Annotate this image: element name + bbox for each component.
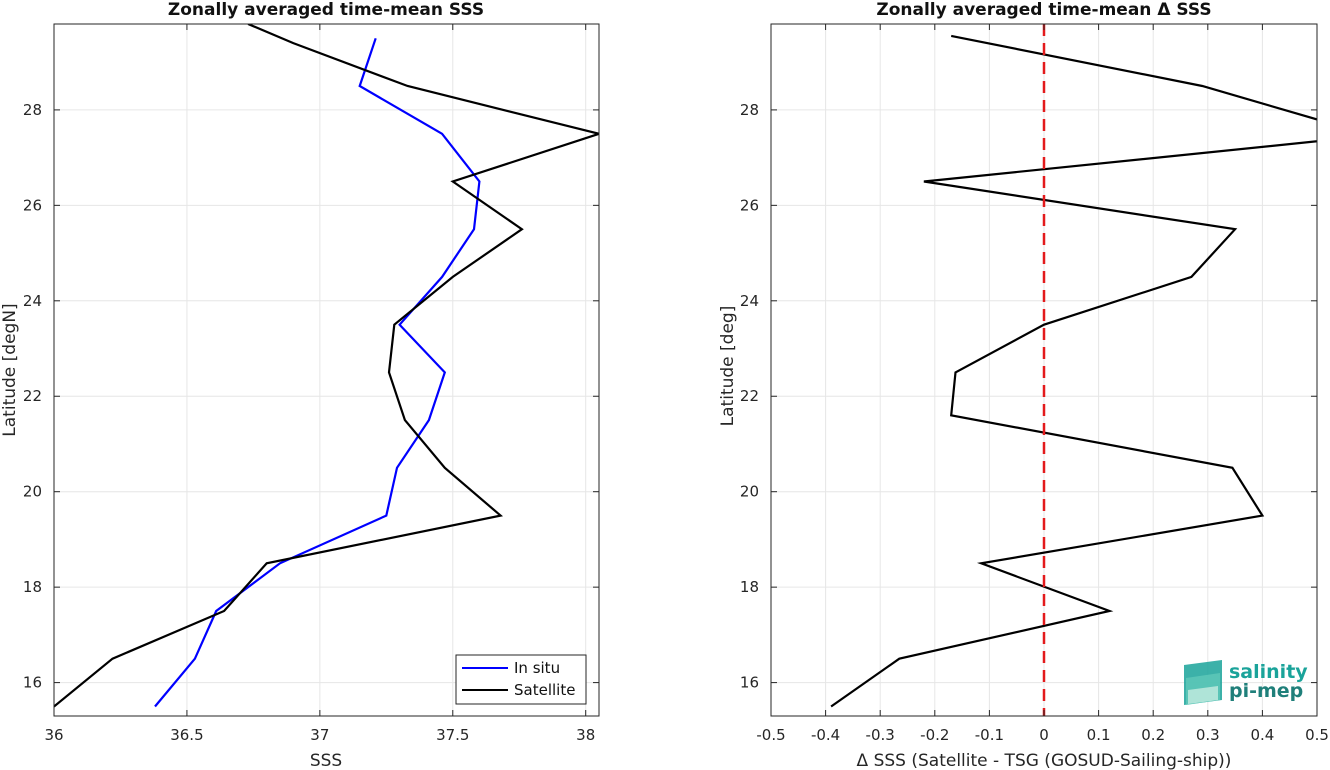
x-tick-label: 37 <box>310 726 329 744</box>
x-tick-label: 36 <box>44 726 63 744</box>
x-tick-label: -0.1 <box>975 726 1004 744</box>
y-tick-label: 18 <box>740 578 759 596</box>
left-plot-area <box>54 24 599 716</box>
y-tick-label: 26 <box>23 196 42 214</box>
y-tick-label: 16 <box>23 674 42 692</box>
x-tick-label: -0.3 <box>866 726 895 744</box>
logo-text-salinity: salinity <box>1229 661 1308 683</box>
x-tick-label: -0.5 <box>756 726 785 744</box>
left-x-axis-label: SSS <box>310 751 342 770</box>
y-tick-label: 22 <box>740 387 759 405</box>
satellite-series-line <box>54 24 599 708</box>
right-y-axis-label: Latitude [deg] <box>718 306 738 427</box>
legend-label-satellite: Satellite <box>514 681 575 699</box>
left-ticks: 36 36.5 37 37.5 38 16 18 20 22 24 26 28 <box>23 24 599 744</box>
left-chart-title: Zonally averaged time-mean SSS <box>168 0 484 20</box>
legend: In situ Satellite <box>455 654 587 705</box>
y-tick-label: 18 <box>23 578 42 596</box>
y-tick-label: 22 <box>23 387 42 405</box>
y-tick-label: 24 <box>740 292 759 310</box>
x-tick-label: 0 <box>1039 726 1049 744</box>
x-tick-label: 36.5 <box>170 726 203 744</box>
left-series <box>54 24 599 708</box>
x-tick-label: 0.5 <box>1305 726 1329 744</box>
salinity-pi-mep-logo: salinity pi-mep <box>1184 660 1308 705</box>
left-panel: 36 36.5 37 37.5 38 16 18 20 22 24 26 28 Zonally ave… <box>0 0 600 770</box>
y-tick-label: 28 <box>740 101 759 119</box>
logo-wave-shape-pale <box>1188 686 1218 704</box>
right-x-axis-label: Δ SSS (Satellite - TSG (GOSUD-Sailing-sh… <box>857 751 1232 770</box>
x-tick-label: 0.4 <box>1250 726 1274 744</box>
legend-box <box>455 654 587 705</box>
x-tick-label: 0.3 <box>1196 726 1220 744</box>
x-tick-label: 37.5 <box>436 726 469 744</box>
right-chart-title: Zonally averaged time-mean Δ SSS <box>876 0 1211 20</box>
left-y-axis-label: Latitude [degN] <box>0 303 20 436</box>
right-panel: -0.5 -0.4 -0.3 -0.2 -0.1 0 0.1 0.2 0.3 0.4 0.5 16 18… <box>718 0 1329 770</box>
left-axes-box <box>53 23 600 717</box>
y-tick-label: 26 <box>740 196 759 214</box>
x-tick-label: -0.4 <box>811 726 840 744</box>
right-ticks: -0.5 -0.4 -0.3 -0.2 -0.1 0 0.1 0.2 0.3 0.4 0.5 16 18… <box>740 24 1329 744</box>
x-tick-label: 0.2 <box>1141 726 1165 744</box>
right-series <box>830 34 1317 708</box>
x-tick-label: -0.2 <box>920 726 949 744</box>
y-tick-label: 20 <box>740 483 759 501</box>
left-grid <box>53 24 599 716</box>
x-tick-label: 0.1 <box>1087 726 1111 744</box>
delta-sss-series-line <box>830 34 1317 708</box>
y-tick-label: 20 <box>23 483 42 501</box>
x-tick-label: 38 <box>576 726 595 744</box>
y-tick-label: 24 <box>23 292 42 310</box>
y-tick-label: 16 <box>740 674 759 692</box>
y-tick-label: 28 <box>23 101 42 119</box>
logo-text-pi-mep: pi-mep <box>1229 680 1303 702</box>
legend-label-in-situ: In situ <box>514 659 560 677</box>
